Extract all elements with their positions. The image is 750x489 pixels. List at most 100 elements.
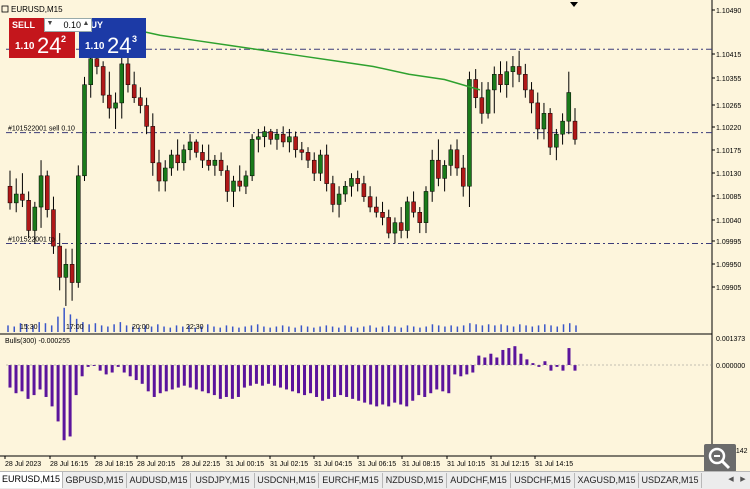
zoom-button[interactable]	[704, 444, 736, 472]
tab-eurusd-m15[interactable]: EURUSD,M15	[0, 472, 63, 488]
bulls-histogram-bar	[116, 365, 120, 367]
bulls-histogram-bar	[363, 365, 367, 403]
bulls-histogram-bar	[140, 365, 144, 384]
bulls-histogram-bar	[128, 365, 132, 377]
candle	[374, 196, 379, 218]
candle-body	[237, 180, 242, 187]
price-tick-label: 1.09950	[716, 262, 741, 269]
bulls-histogram-bar	[194, 365, 198, 390]
lot-size-input[interactable]: ▼ 0.10 ▲	[44, 18, 92, 32]
tab-audusd-m15[interactable]: AUDUSD,M15	[127, 473, 191, 488]
candle-body	[479, 97, 485, 114]
candle	[529, 82, 534, 114]
candle-body	[343, 185, 348, 195]
candle	[479, 82, 485, 124]
sell-order-label: #101522001 sell 0.10	[8, 126, 75, 133]
candle-body	[498, 74, 503, 85]
price-tick-label: 1.09905	[716, 285, 741, 292]
lot-value: 0.10	[63, 20, 81, 30]
tab-usdchf-m15[interactable]: USDCHF,M15	[511, 473, 575, 488]
time-tick-label: 31 Jul 12:15	[491, 461, 529, 468]
candle-body	[541, 113, 547, 130]
candle	[45, 170, 50, 218]
bulls-histogram-bar	[381, 365, 385, 405]
candle-body	[76, 175, 81, 283]
tab-eurchf-m15[interactable]: EURCHF,M15	[319, 473, 383, 488]
lot-increase-icon[interactable]: ▲	[82, 20, 90, 27]
candle	[150, 113, 156, 176]
candle	[32, 201, 38, 244]
candle	[361, 175, 367, 202]
candle	[343, 181, 348, 202]
candle-body	[330, 183, 336, 205]
tab-scroll-left-icon[interactable]: ◀	[728, 476, 734, 483]
candle-body	[57, 245, 62, 278]
tab-scroll-right-icon[interactable]: ▶	[740, 476, 746, 483]
candle	[380, 201, 385, 226]
candle-body	[249, 139, 255, 177]
bulls-histogram-bar	[489, 353, 493, 365]
buy-price-big: 24	[107, 33, 132, 58]
tab-usdcnh-m15[interactable]: USDCNH,M15	[255, 473, 319, 488]
candle-body	[535, 102, 540, 130]
time-tick-label: 31 Jul 10:15	[447, 461, 485, 468]
tab-usdzar-m15[interactable]: USDZAR,M15	[639, 473, 702, 488]
candle-body	[231, 180, 236, 192]
candle-body	[324, 154, 329, 184]
candle-body	[336, 193, 342, 205]
price-tick-label: 1.10085	[716, 194, 741, 201]
candle-body	[392, 222, 398, 234]
bulls-histogram-bar	[405, 365, 409, 407]
candle-body	[243, 175, 249, 187]
sell-price-sup: 2	[61, 34, 67, 44]
candle-body	[318, 154, 323, 174]
candle	[318, 149, 323, 182]
bulls-histogram-bar	[164, 365, 168, 392]
candle	[181, 144, 187, 171]
candle-body	[516, 66, 522, 75]
tab-nzdusd-m15[interactable]: NZDUSD,M15	[383, 473, 447, 488]
bulls-histogram-bar	[86, 365, 90, 367]
chart-canvas[interactable]: 1.104901.104151.103551.102651.102201.101…	[0, 0, 750, 471]
tab-xagusd-m15[interactable]: XAGUSD,M15	[575, 473, 639, 488]
bulls-histogram-bar	[369, 365, 373, 405]
candle-body	[417, 212, 423, 223]
candle	[206, 144, 211, 171]
candle	[162, 160, 168, 192]
candle-body	[448, 149, 454, 166]
bulls-histogram-bar	[110, 365, 114, 373]
bulls-histogram-bar	[26, 365, 30, 399]
candle-body	[529, 89, 534, 104]
candle	[38, 160, 44, 228]
candle	[218, 152, 224, 176]
candle	[280, 126, 286, 148]
bulls-histogram-bar	[519, 353, 523, 365]
candle	[107, 71, 112, 119]
tab-usdjpy-m15[interactable]: USDJPY,M15	[191, 473, 255, 488]
bulls-histogram-bar	[32, 365, 36, 396]
lot-decrease-icon[interactable]: ▼	[46, 20, 54, 27]
candle-body	[572, 120, 578, 140]
candle-body	[181, 149, 187, 164]
tab-gbpusd-m15[interactable]: GBPUSD,M15	[63, 473, 127, 488]
candle	[51, 196, 56, 254]
candle	[144, 97, 149, 135]
tab-audchf-m15[interactable]: AUDCHF,M15	[447, 473, 511, 488]
bulls-histogram-bar	[188, 365, 192, 388]
candle	[429, 149, 435, 202]
bulls-histogram-bar	[447, 365, 451, 394]
bulls-histogram-bar	[393, 365, 397, 403]
candle-body	[82, 84, 87, 177]
chart-tabs-bar: EURUSD,M15 GBPUSD,M15 AUDUSD,M15 USDJPY,M15…	[0, 471, 750, 489]
candle	[231, 175, 236, 208]
bulls-histogram-bar	[471, 365, 475, 373]
top-margin	[0, 0, 712, 6]
time-tick-label: 28 Jul 18:15	[95, 461, 133, 468]
candle	[57, 233, 62, 291]
candle	[212, 154, 218, 176]
bulls-histogram-bar	[567, 348, 571, 365]
candle-body	[206, 159, 211, 166]
bulls-histogram-bar	[537, 365, 541, 367]
candle	[63, 248, 69, 306]
